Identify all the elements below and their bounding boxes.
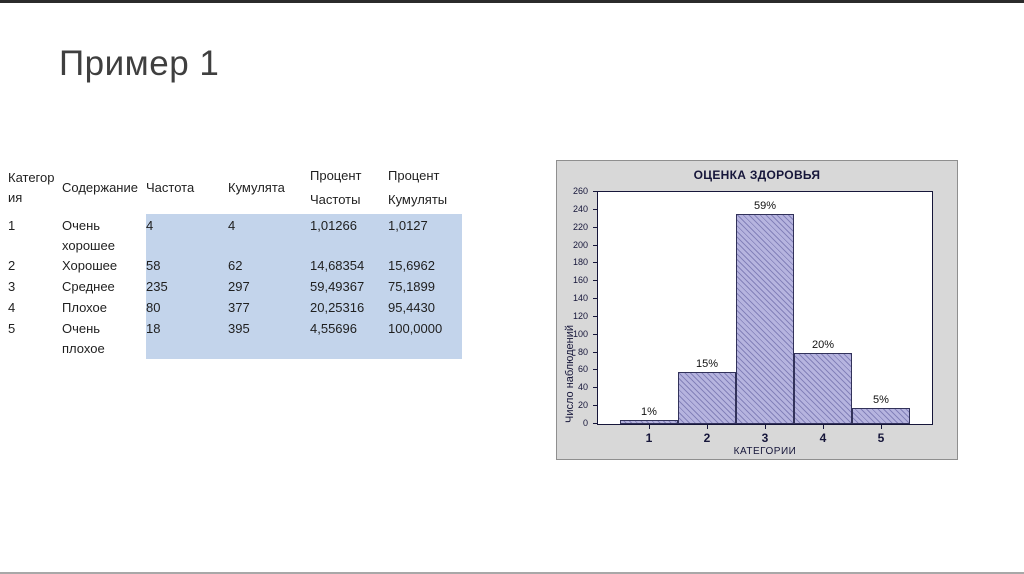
bar-percent-label: 59% bbox=[753, 200, 777, 212]
y-tick-mark bbox=[593, 191, 597, 192]
x-tick-mark bbox=[649, 425, 650, 429]
table-cell-category: 2 bbox=[8, 258, 16, 273]
y-tick-label: 140 bbox=[572, 293, 588, 303]
x-tick-label: 1 bbox=[645, 431, 653, 445]
histogram-bar bbox=[620, 420, 678, 424]
table-cell-cumulative: 297 bbox=[228, 275, 310, 296]
x-tick-mark bbox=[881, 425, 882, 429]
table-header-content: Содержание bbox=[62, 180, 138, 195]
table-header-percent-frequency-line2: Частоты bbox=[310, 192, 361, 207]
table-header-percent-cumulative-line2: Кумуляты bbox=[388, 192, 448, 207]
table-cell-percent-frequency: 20,25316 bbox=[310, 296, 388, 317]
table-cell-content: Очень хорошее bbox=[62, 218, 115, 253]
slide-top-border bbox=[0, 0, 1024, 3]
bar-percent-label: 5% bbox=[873, 394, 889, 406]
x-tick-label: 5 bbox=[877, 431, 885, 445]
table-cell-cumulative: 395 bbox=[228, 317, 310, 359]
y-tick-label: 80 bbox=[577, 347, 588, 357]
table-cell-percent-cumulative: 100,0000 bbox=[388, 317, 462, 359]
histogram-bar bbox=[736, 214, 794, 424]
y-tick-label: 200 bbox=[572, 240, 588, 250]
y-tick-label: 40 bbox=[577, 382, 588, 392]
y-tick-mark bbox=[593, 334, 597, 335]
x-tick-label: 4 bbox=[819, 431, 827, 445]
table-cell-frequency: 4 bbox=[146, 214, 228, 254]
table-cell-cumulative: 62 bbox=[228, 254, 310, 275]
table-cell-frequency: 58 bbox=[146, 254, 228, 275]
table-cell-cumulative: 377 bbox=[228, 296, 310, 317]
table-header-percent-cumulative: Процент Кумуляты bbox=[388, 162, 462, 214]
table-cell-cumulative: 4 bbox=[228, 214, 310, 254]
histogram-chart: ОЦЕНКА ЗДОРОВЬЯ Число наблюдений 1% 15% 59… bbox=[556, 160, 958, 460]
x-tick-label: 2 bbox=[703, 431, 711, 445]
plot-area: 1% 15% 59% 20% 5% bbox=[597, 191, 933, 425]
table-header-category-label: Категория bbox=[8, 170, 55, 205]
y-tick-label: 260 bbox=[572, 186, 588, 196]
table-cell-frequency: 80 bbox=[146, 296, 228, 317]
y-tick-mark bbox=[593, 280, 597, 281]
slide-title: Пример 1 bbox=[59, 44, 220, 83]
table-header-percent-frequency: Процент Частоты bbox=[310, 162, 388, 214]
histogram-bar bbox=[794, 353, 852, 424]
y-tick-mark bbox=[593, 423, 597, 424]
table-header-category: Категория bbox=[8, 162, 62, 214]
x-tick-mark bbox=[765, 425, 766, 429]
table-header-frequency: Частота bbox=[146, 180, 195, 195]
x-tick-mark bbox=[707, 425, 708, 429]
slide-bottom-border bbox=[0, 572, 1024, 574]
table-cell-frequency: 18 bbox=[146, 317, 228, 359]
y-tick-label: 100 bbox=[572, 329, 588, 339]
x-tick-mark bbox=[823, 425, 824, 429]
bar-percent-label: 20% bbox=[811, 339, 835, 351]
y-tick-label: 240 bbox=[572, 204, 588, 214]
x-tick-label: 3 bbox=[761, 431, 769, 445]
frequency-table: Категория Содержание Частота Кумулята Пр… bbox=[8, 162, 462, 359]
table-cell-percent-cumulative: 1,0127 bbox=[388, 214, 462, 254]
table-cell-percent-frequency: 1,01266 bbox=[310, 214, 388, 254]
y-tick-mark bbox=[593, 245, 597, 246]
chart-title: ОЦЕНКА ЗДОРОВЬЯ bbox=[693, 168, 821, 182]
y-tick-label: 180 bbox=[572, 257, 588, 267]
y-tick-mark bbox=[593, 369, 597, 370]
bar-percent-label: 15% bbox=[695, 358, 719, 370]
y-tick-mark bbox=[593, 387, 597, 388]
y-tick-mark bbox=[593, 316, 597, 317]
table-cell-percent-cumulative: 15,6962 bbox=[388, 254, 462, 275]
table-header-percent-frequency-line1: Процент bbox=[310, 168, 362, 183]
table-cell-category: 1 bbox=[8, 218, 16, 233]
table-cell-frequency: 235 bbox=[146, 275, 228, 296]
y-tick-label: 0 bbox=[582, 418, 588, 428]
y-tick-mark bbox=[593, 262, 597, 263]
y-tick-mark bbox=[593, 209, 597, 210]
table-cell-percent-frequency: 4,55696 bbox=[310, 317, 388, 359]
y-tick-mark bbox=[593, 405, 597, 406]
y-tick-label: 220 bbox=[572, 222, 588, 232]
table-cell-content: Среднее bbox=[62, 279, 115, 294]
table-cell-percent-cumulative: 95,4430 bbox=[388, 296, 462, 317]
table-cell-category: 4 bbox=[8, 300, 16, 315]
table-header-cumulative: Кумулята bbox=[228, 180, 285, 195]
bar-percent-label: 1% bbox=[641, 406, 657, 418]
x-axis-title: КАТЕГОРИИ bbox=[733, 446, 797, 457]
y-tick-mark bbox=[593, 227, 597, 228]
y-tick-label: 120 bbox=[572, 311, 588, 321]
y-tick-mark bbox=[593, 298, 597, 299]
histogram-bar bbox=[678, 372, 736, 424]
table-cell-category: 5 bbox=[8, 321, 16, 336]
y-tick-label: 20 bbox=[577, 400, 588, 410]
table-cell-percent-cumulative: 75,1899 bbox=[388, 275, 462, 296]
y-tick-mark bbox=[593, 352, 597, 353]
histogram-bar bbox=[852, 408, 910, 424]
y-tick-label: 60 bbox=[577, 364, 588, 374]
table-cell-content: Хорошее bbox=[62, 258, 118, 273]
table-cell-category: 3 bbox=[8, 279, 16, 294]
table-cell-content: Очень плохое bbox=[62, 321, 105, 356]
table-header-percent-cumulative-line1: Процент bbox=[388, 168, 440, 183]
table-cell-percent-frequency: 59,49367 bbox=[310, 275, 388, 296]
y-tick-label: 160 bbox=[572, 275, 588, 285]
table-cell-percent-frequency: 14,68354 bbox=[310, 254, 388, 275]
table-cell-content: Плохое bbox=[62, 300, 107, 315]
